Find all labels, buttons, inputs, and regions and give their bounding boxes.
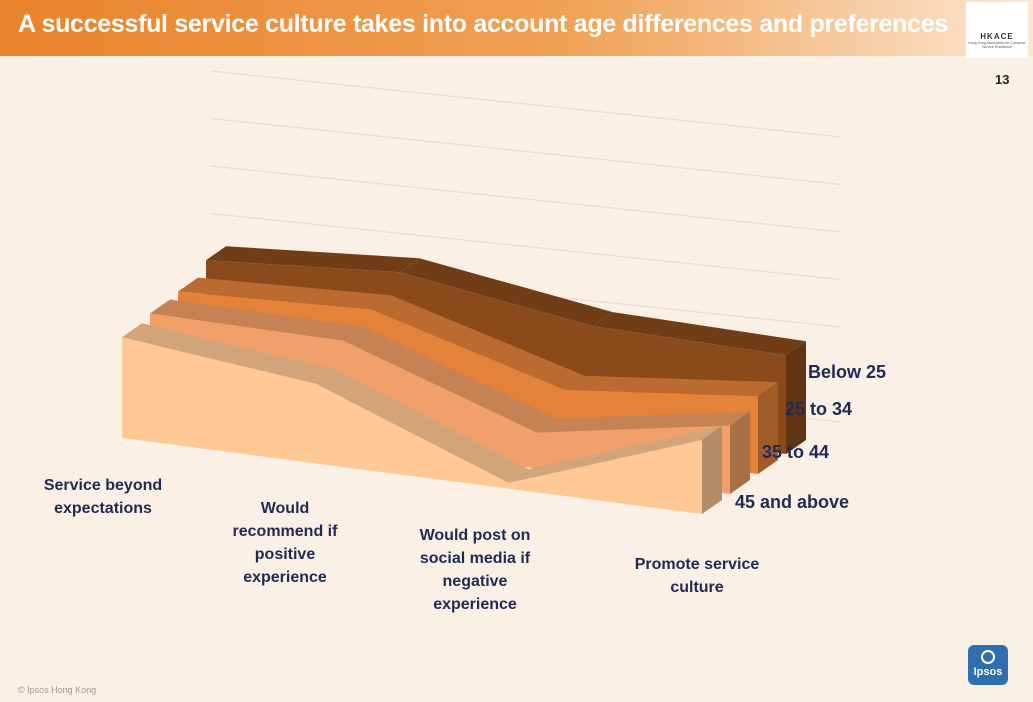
category-label: Service beyond expectations: [44, 477, 162, 517]
category-labels: Service beyond expectations Would recommend…: [44, 477, 759, 613]
gridline: [210, 70, 841, 138]
ipsos-logo: Ipsos: [968, 645, 1008, 685]
series-label: Below 25: [808, 362, 886, 382]
series-labels: Below 25 25 to 34 35 to 44 45 and above: [735, 362, 886, 512]
ribbon-top-segment: [343, 326, 557, 433]
ribbon-top-segment: [536, 411, 750, 433]
ribbon-top-segment: [206, 246, 420, 273]
logo-subtext: Hong Kong Association for Customer Servi…: [968, 41, 1026, 49]
series-45-and-above: [122, 323, 722, 514]
series-label: 25 to 34: [785, 399, 852, 419]
category-label: Promote service culture: [635, 556, 760, 596]
ribbon-top-segment: [592, 312, 806, 356]
category-label: Would recommend if positive experience: [233, 500, 339, 586]
ribbon-top-segment: [150, 299, 364, 341]
logo-text: HKACE: [980, 32, 1014, 41]
ribbon-top-segment: [371, 295, 585, 390]
ribbon-face: [150, 313, 730, 494]
page-number: 13: [995, 72, 1010, 87]
series-label: 35 to 44: [762, 442, 829, 462]
gridline: [210, 165, 841, 233]
category-label: Would post on social media if negative expe…: [420, 527, 531, 613]
chart-series: [122, 246, 806, 514]
gridline: [210, 213, 841, 280]
ribbon-top-segment: [399, 258, 613, 327]
ribbon-top-segment: [122, 323, 336, 384]
gridline: [210, 118, 841, 185]
ribbon-end-cap: [758, 382, 778, 474]
series-label: 45 and above: [735, 492, 849, 512]
hkace-logo: HKACE Hong Kong Association for Customer…: [966, 2, 1028, 58]
ribbon-face: [122, 337, 702, 514]
ipsos-brand-label: Ipsos: [973, 666, 1003, 678]
ribbon-top-segment: [564, 375, 778, 397]
copyright-text: © Ipsos Hong Kong: [18, 685, 97, 695]
ribbon-top-segment: [508, 425, 722, 483]
ribbon-end-cap: [730, 411, 750, 494]
page-title: A successful service culture takes into …: [18, 10, 948, 38]
header-bar: [0, 0, 1033, 56]
ipsos-mark-icon: [981, 650, 995, 664]
ribbon-top-segment: [178, 277, 392, 310]
ribbon-end-cap: [702, 425, 722, 514]
ribbon-end-cap: [786, 341, 806, 454]
ribbon-top-segment: [315, 369, 529, 483]
series-35-to-44: [150, 299, 750, 494]
